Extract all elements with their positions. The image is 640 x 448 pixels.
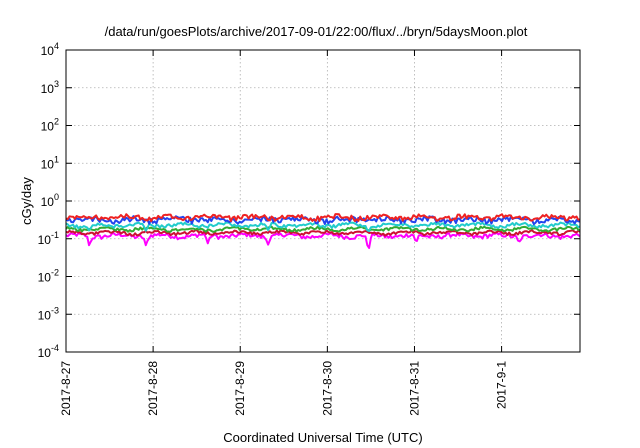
series-line bbox=[65, 231, 581, 249]
x-tick-label: 2017-8-27 bbox=[59, 361, 73, 416]
y-tick-label: 10-3 bbox=[38, 305, 59, 322]
x-tick-label: 2017-8-31 bbox=[407, 361, 421, 416]
x-tick-label: 2017-9-1 bbox=[495, 361, 509, 409]
x-tick-label: 2017-8-28 bbox=[146, 361, 160, 416]
x-axis-label: Coordinated Universal Time (UTC) bbox=[223, 430, 422, 445]
series-line bbox=[65, 229, 581, 237]
y-tick-label: 100 bbox=[41, 192, 59, 209]
chart-title: /data/run/goesPlots/archive/2017-09-01/2… bbox=[105, 24, 528, 39]
series-line bbox=[65, 221, 581, 233]
y-axis-label: cGy/day bbox=[19, 177, 34, 225]
y-tick-label: 10-4 bbox=[38, 343, 59, 360]
grid bbox=[66, 50, 580, 352]
y-tick-label: 10-2 bbox=[38, 268, 59, 285]
x-tick-label: 2017-8-29 bbox=[233, 361, 247, 416]
y-tick-label: 102 bbox=[41, 117, 59, 134]
x-tick-label: 2017-8-30 bbox=[320, 361, 334, 416]
series-line bbox=[65, 225, 581, 233]
y-tick-label: 103 bbox=[41, 79, 59, 96]
y-tick-label: 104 bbox=[41, 41, 59, 58]
x-axis: 2017-8-27 2017-8-28 2017-8-29 2017-8-30 2017… bbox=[59, 50, 509, 416]
y-tick-label: 101 bbox=[41, 154, 59, 171]
y-tick-label: 10-1 bbox=[38, 230, 59, 247]
y-axis: 10-4 10-3 10-2 10-1 100 101 102 103 104 bbox=[38, 41, 580, 360]
series-line bbox=[65, 213, 581, 223]
series-layer bbox=[65, 213, 581, 249]
